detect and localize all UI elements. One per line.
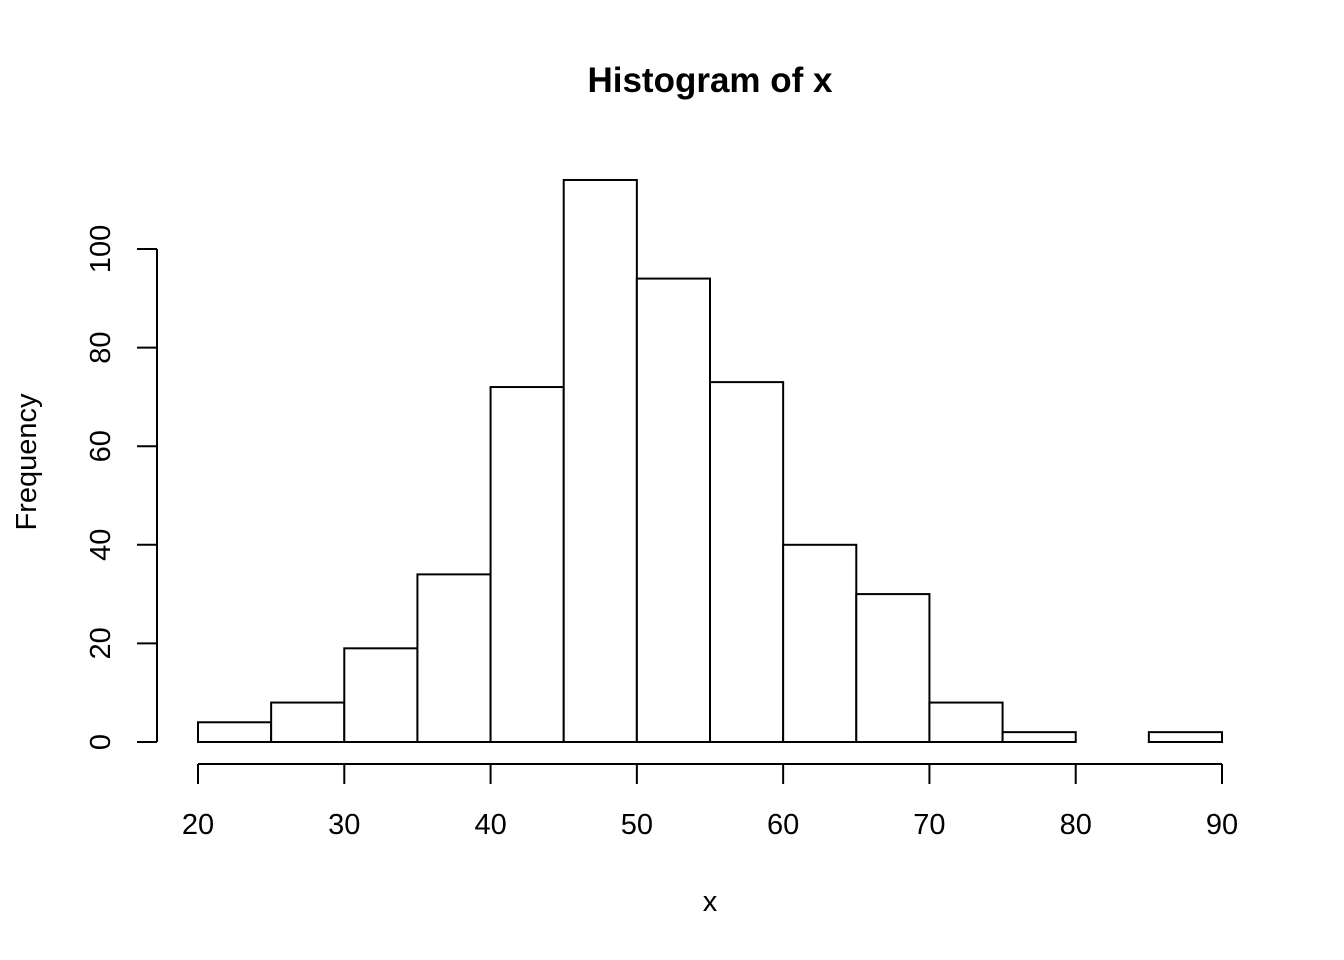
x-tick-label: 80 bbox=[1060, 809, 1092, 841]
x-tick-label: 60 bbox=[767, 809, 799, 841]
histogram-bar bbox=[635, 277, 711, 743]
y-tick-label: 40 bbox=[85, 529, 117, 561]
y-tick-label: 100 bbox=[85, 225, 117, 273]
x-tick-label: 20 bbox=[182, 809, 214, 841]
histogram-bar bbox=[343, 647, 419, 744]
x-axis-label: x bbox=[703, 886, 718, 918]
histogram-bar bbox=[270, 701, 346, 743]
x-tick-label: 30 bbox=[328, 809, 360, 841]
histogram-bar bbox=[855, 593, 931, 743]
histogram-bar bbox=[416, 573, 492, 743]
x-tick-label: 70 bbox=[913, 809, 945, 841]
x-axis: 20 30 40 50 60 70 80 90 bbox=[182, 763, 1238, 841]
x-tick-label: 40 bbox=[474, 809, 506, 841]
histogram-bar bbox=[782, 543, 858, 743]
chart-title: Histogram of x bbox=[587, 61, 833, 100]
histogram-bar bbox=[928, 701, 1004, 743]
y-axis-label: Frequency bbox=[11, 393, 43, 531]
histogram-bar bbox=[489, 386, 565, 743]
x-tick-label: 90 bbox=[1206, 809, 1238, 841]
y-tick-label: 0 bbox=[85, 734, 117, 750]
y-tick-label: 20 bbox=[85, 627, 117, 659]
histogram-bar bbox=[1001, 731, 1077, 744]
y-tick-label: 80 bbox=[85, 331, 117, 363]
y-tick-label: 60 bbox=[85, 430, 117, 462]
y-axis: 0 20 40 60 80 100 bbox=[85, 225, 158, 750]
histogram-bar bbox=[562, 178, 638, 744]
histogram-bar bbox=[709, 381, 785, 743]
bars-group bbox=[197, 178, 1224, 744]
x-tick-label: 50 bbox=[621, 809, 653, 841]
histogram-bar bbox=[1147, 731, 1224, 744]
histogram-bar bbox=[197, 721, 273, 744]
